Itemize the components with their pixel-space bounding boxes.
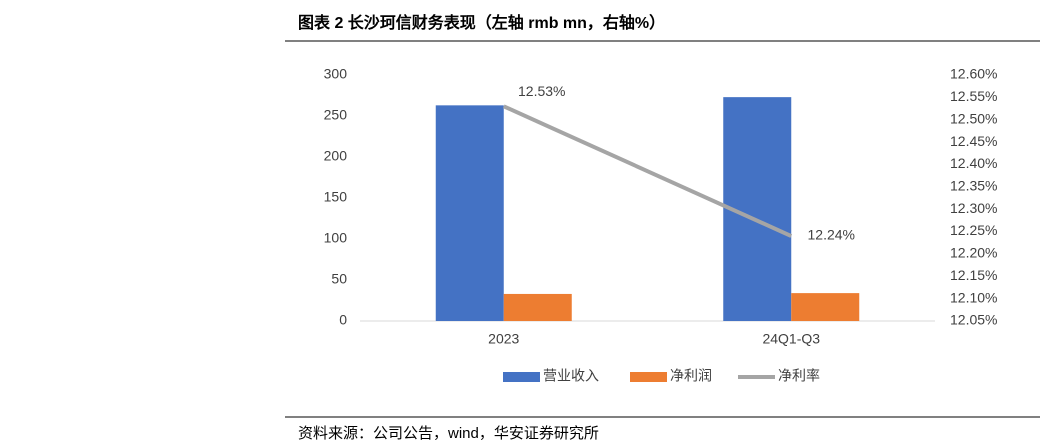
y2-tick-label: 12.15% (950, 267, 997, 283)
y2-tick-label: 12.35% (950, 178, 997, 194)
data-label: 12.24% (808, 227, 855, 243)
y-tick-label: 150 (324, 189, 348, 205)
y-tick-label: 250 (324, 107, 348, 123)
legend-label: 营业收入 (543, 368, 599, 384)
y2-tick-label: 12.45% (950, 133, 997, 149)
y2-tick-label: 12.10% (950, 289, 997, 305)
line (502, 104, 793, 238)
y2-tick-label: 12.60% (950, 66, 997, 82)
legend-label: 净利润 (670, 368, 712, 384)
legend-swatch (630, 372, 667, 382)
legend-swatch (503, 372, 540, 382)
bar (791, 293, 860, 321)
y2-tick-label: 12.25% (950, 222, 997, 238)
y2-tick-label: 12.30% (950, 200, 997, 216)
y2-tick-label: 12.05% (950, 312, 997, 328)
y-tick-label: 0 (339, 312, 347, 328)
y2-tick-label: 12.20% (950, 245, 997, 261)
bar (435, 105, 504, 321)
y-tick-label: 200 (324, 148, 348, 164)
source: 资料来源：公司公告，wind，华安证券研究所 (298, 425, 599, 442)
data-label: 12.53% (518, 83, 565, 99)
y-tick-label: 300 (324, 66, 348, 82)
chart-title: 图表 2 长沙珂信财务表现（左轴 rmb mn，右轴%） (298, 13, 665, 32)
y-tick-label: 100 (324, 230, 348, 246)
y2-tick-label: 12.40% (950, 155, 997, 171)
x-tick-label: 24Q1-Q3 (762, 331, 820, 347)
legend-label: 净利率 (778, 368, 820, 384)
y-tick-label: 50 (331, 271, 347, 287)
x-tick-label: 2023 (488, 331, 519, 347)
bar (503, 293, 572, 321)
y2-tick-label: 12.55% (950, 88, 997, 104)
y2-tick-label: 12.50% (950, 110, 997, 126)
